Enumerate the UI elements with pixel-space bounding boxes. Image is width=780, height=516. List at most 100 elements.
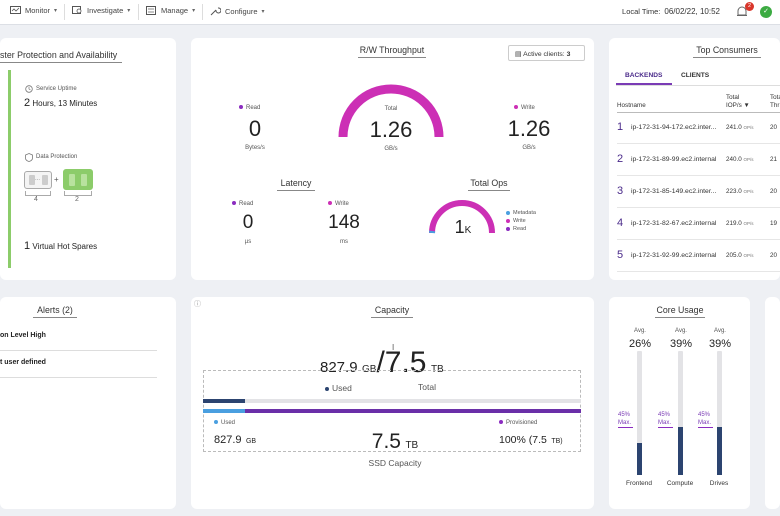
local-time-value: 06/02/22, 10:52 (664, 7, 720, 16)
ssd-used-unit: GB (245, 438, 257, 445)
row-iops-unit: OP/s (743, 125, 754, 130)
text-cursor-icon: I (392, 343, 395, 352)
check-icon[interactable]: ✓ (760, 6, 772, 18)
stripe-block (42, 175, 48, 185)
info-icon[interactable]: ⓘ (194, 301, 201, 308)
ssd-capacity-label: SSD Capacity (368, 458, 422, 468)
core-max-value: 45% (658, 412, 671, 418)
shield-icon (25, 153, 33, 162)
capacity-total-unit: TB (430, 364, 444, 375)
row-iops-unit: OP/s (743, 253, 754, 258)
clock-icon (25, 85, 33, 93)
nav-monitor[interactable]: Monitor ▾ (10, 6, 57, 15)
capacity-used-unit: GB (362, 364, 377, 375)
row-iops-unit: OP/s (743, 221, 754, 226)
col-hostname[interactable]: Hostname (617, 102, 646, 109)
read-value: 0 (248, 116, 262, 141)
col-iops-line1: Total (726, 94, 740, 101)
row-throughput: 21 (770, 156, 778, 163)
core-usage-title: Core Usage (655, 305, 705, 318)
col-iops-line2: IOP/s (726, 102, 742, 109)
active-clients-box[interactable]: ▤ Active clients: 3 (508, 45, 585, 61)
alerts-bell-icon[interactable] (735, 5, 749, 19)
parity-block (81, 174, 87, 186)
uptime-text: Hours, 13 Minutes (30, 99, 98, 108)
metadata-dot (506, 210, 510, 215)
latency-read-legend: Read (232, 201, 253, 207)
row-throughput: 19 (770, 220, 778, 227)
row-iops-unit: OP/s (743, 157, 754, 162)
chevron-down-icon: ▾ (127, 8, 131, 14)
core-bar-drives (717, 351, 722, 475)
table-row[interactable]: 2 ip-172-31-89-99.ec2.internal 240.0 OP/… (617, 145, 780, 176)
row-iops: 241.0 (726, 124, 742, 131)
table-row[interactable]: 5 ip-172-31-92-99.ec2.internal 205.0 OP/… (617, 241, 780, 272)
local-time-label: Local Time: (622, 7, 661, 16)
core-name-compute: Compute (666, 480, 694, 487)
col-total-throughput[interactable]: Total Thr (770, 94, 780, 110)
ssd-bar-track (203, 409, 581, 413)
table-row[interactable]: 1 ip-172-31-94-172.ec2.inter... 241.0 OP… (617, 113, 780, 144)
nav-divider (202, 4, 203, 20)
provisioned-label: Provisioned (506, 420, 538, 426)
nav-monitor-label: Monitor (25, 6, 51, 15)
core-bar-frontend (637, 351, 642, 475)
write-unit: GB/s (522, 145, 536, 151)
core-avg-label: Avg. (634, 328, 646, 334)
ssd-used-bar-fill (203, 409, 245, 413)
used-bar-fill (203, 399, 245, 403)
used-dot (325, 386, 329, 391)
capacity-used-legend: Used (325, 383, 352, 393)
core-max-compute: 45% Max. (658, 411, 671, 427)
parity-block (69, 174, 75, 186)
uptime-label: Service Uptime (36, 86, 77, 92)
core-max-frontend: 45% Max. (618, 411, 631, 427)
provisioned-legend: Provisioned (499, 420, 537, 426)
core-fill-compute (678, 426, 683, 475)
alert-item[interactable]: on Level High (0, 332, 46, 339)
table-row[interactable]: 4 ip-172-31-82-67.ec2.internal 219.0 OP/… (617, 209, 780, 240)
core-name-frontend: Frontend (625, 480, 653, 487)
nav-investigate[interactable]: Investigate ▾ (72, 6, 130, 15)
row-hostname: ip-172-31-82-67.ec2.internal (631, 220, 717, 227)
nav-manage-label: Manage (161, 6, 189, 15)
top-nav-bar: Monitor ▾ Investigate ▾ Manage ▾ Configu… (0, 0, 780, 25)
core-name-drives: Drives (709, 480, 729, 487)
active-clients-label: Active clients: (523, 51, 565, 58)
core-avg-compute: 39% (669, 338, 693, 350)
row-iops: 223.0 (726, 188, 742, 195)
nav-divider (138, 4, 139, 20)
col-total-iops[interactable]: Total IOP/s ▼ (726, 94, 750, 110)
alert-count-badge: 2 (745, 2, 754, 11)
used-bar-track (203, 399, 581, 403)
ssd-capacity-value: 7.5 TB (345, 430, 445, 454)
clients-icon: ▤ (515, 51, 522, 58)
legend-metadata: Metadata (506, 209, 536, 217)
parity-bracket (64, 191, 92, 196)
row-iops: 205.0 (726, 252, 742, 259)
manage-icon (146, 6, 156, 15)
throughput-card (191, 38, 594, 280)
table-row[interactable]: 3 ip-172-31-85-149.ec2.inter... 223.0 OP… (617, 177, 780, 208)
row-hostname: ip-172-31-94-172.ec2.inter... (631, 124, 717, 131)
hot-spares: 1 Virtual Hot Spares (24, 240, 97, 252)
tab-backends[interactable]: BACKENDS (625, 72, 663, 79)
nav-manage[interactable]: Manage ▾ (146, 6, 195, 15)
nav-configure-label: Configure (225, 6, 258, 16)
header-divider (617, 112, 780, 113)
partial-card (765, 297, 780, 509)
core-max-marker (618, 427, 633, 428)
stripe-block (29, 175, 35, 185)
data-protection-label: Data Protection (36, 154, 78, 160)
tab-clients[interactable]: CLIENTS (681, 72, 710, 79)
core-avg-label: Avg. (675, 328, 687, 334)
read-dot (239, 105, 243, 110)
nav-configure[interactable]: Configure ▾ (210, 6, 265, 16)
protection-title: ster Protection and Availability (0, 50, 122, 63)
capacity-used-value: 827.9 (320, 359, 358, 376)
alert-item[interactable]: t user defined (0, 359, 46, 366)
ssd-capacity-number: 7.5 (371, 430, 401, 453)
capacity-title: Capacity (371, 305, 413, 318)
row-iops-unit: OP/s (743, 189, 754, 194)
latency-write-unit: ms (340, 239, 348, 245)
